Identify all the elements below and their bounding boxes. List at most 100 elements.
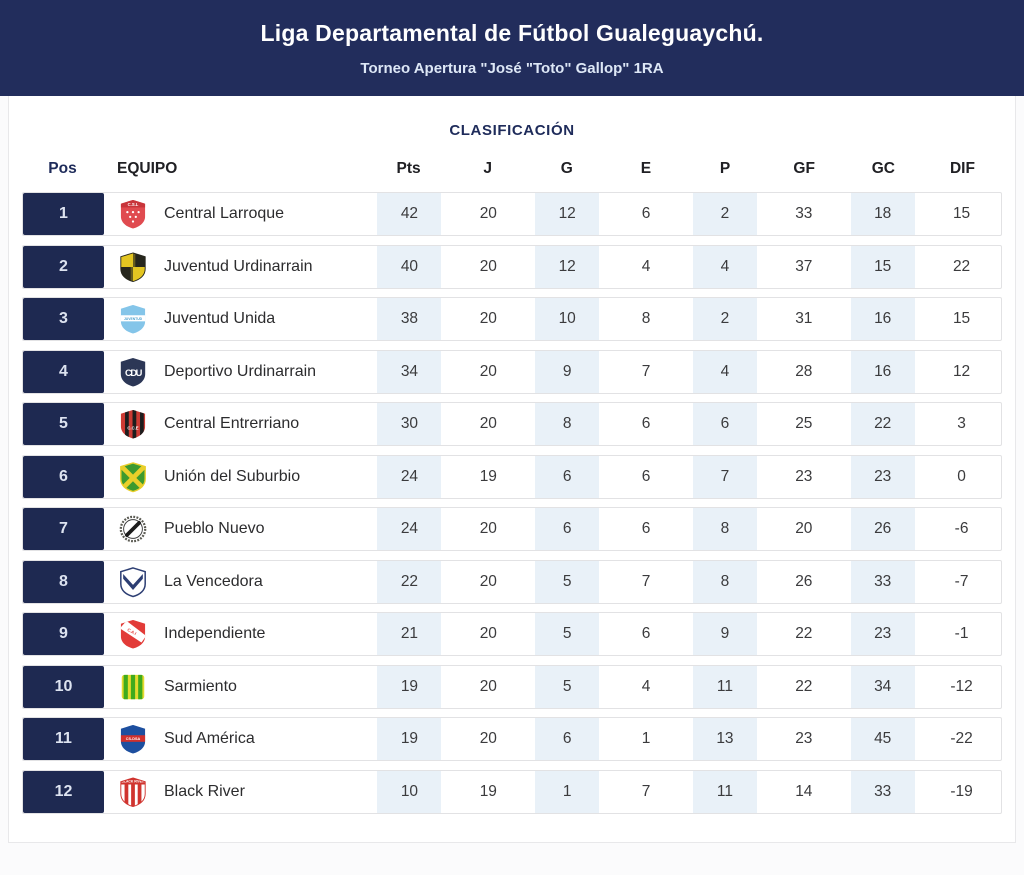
stat-pts: 21 (370, 613, 449, 655)
deportivo-urdinarrain-badge-icon: CDU (118, 356, 148, 388)
column-header-pts: Pts (396, 160, 421, 177)
team-name: Central Entrerriano (164, 415, 300, 432)
team-name: Black River (164, 782, 245, 800)
svg-text:C.S.L: C.S.L (128, 202, 139, 207)
stat-gf: 26 (795, 572, 813, 590)
column-header-p: P (719, 160, 731, 177)
stat-gc: 33 (843, 770, 922, 813)
stat-gf: 25 (795, 415, 813, 432)
la-vencedora-badge-icon (118, 566, 148, 598)
central-larroque-badge-icon: C.S.L (118, 198, 148, 230)
stat-e: 6 (641, 205, 651, 222)
table-row: 2 Juventud Urdinarrain 40 20 12 4 4 37 1… (22, 244, 1002, 289)
svg-text:BLACK RIVER: BLACK RIVER (122, 779, 146, 783)
stat-gf: 23 (795, 467, 813, 485)
team-name: La Vencedora (164, 572, 263, 590)
svg-text:CDU: CDU (125, 368, 143, 378)
team-cell: BLACK RIVER Black River (104, 771, 370, 813)
position-cell: 9 (23, 613, 104, 655)
stat-pts: 30 (370, 403, 449, 445)
svg-text:CS-DSA: CS-DSA (126, 737, 141, 741)
table-row: 8 La Vencedora 22 20 5 7 8 26 33 -7 (22, 559, 1002, 604)
position-cell: 7 (23, 508, 104, 550)
team-name: Central Larroque (164, 205, 285, 222)
stat-p: 11 (686, 770, 765, 813)
standings-card: CLASIFICACIÓN Pos EQUIPO Pts J G E P GF … (8, 96, 1016, 843)
sarmiento-badge-icon (118, 671, 148, 703)
team-name: Sud América (164, 730, 255, 747)
stat-j: 20 (479, 677, 497, 695)
stat-dif: 15 (952, 205, 971, 222)
stat-pts: 22 (370, 560, 449, 603)
table-row: 3 JUVENTUD Juventud Unida 38 20 10 8 2 3… (22, 297, 1002, 341)
table-row: 5 C.C.E Central Entrerriano 30 20 8 6 6 … (22, 402, 1002, 446)
stat-gc: 16 (843, 350, 922, 393)
stat-g: 5 (528, 560, 607, 603)
stat-dif: 3 (957, 415, 966, 432)
stat-e: 7 (641, 572, 651, 590)
stat-j: 20 (479, 362, 497, 380)
position-cell: 3 (23, 298, 104, 340)
juventud-urdinarrain-badge-icon (118, 251, 148, 283)
stat-dif: -7 (954, 572, 969, 590)
team-name: Juventud Unida (164, 310, 276, 327)
stat-gc: 33 (843, 560, 922, 603)
stat-g: 6 (528, 508, 607, 550)
team-name: Independiente (164, 625, 266, 642)
stat-g: 6 (528, 455, 607, 498)
stat-g: 9 (528, 350, 607, 393)
stat-gf: 33 (795, 205, 813, 222)
stat-dif: -22 (950, 730, 973, 747)
column-header-g: G (560, 160, 573, 177)
stat-gf: 37 (795, 257, 813, 275)
page-title: Liga Departamental de Fútbol Gualeguaych… (260, 19, 764, 46)
independiente-badge-icon: C.A.I (118, 618, 148, 650)
stat-pts: 10 (370, 770, 449, 813)
stat-e: 8 (641, 310, 651, 327)
position-cell: 12 (23, 770, 104, 813)
team-cell: C.S.L Central Larroque (104, 193, 370, 235)
stat-e: 7 (641, 782, 651, 800)
stat-pts: 19 (370, 665, 449, 708)
stat-gf: 14 (795, 782, 813, 800)
stat-pts: 19 (370, 718, 449, 760)
stat-j: 20 (479, 205, 497, 222)
team-cell: Pueblo Nuevo (104, 508, 370, 550)
stat-gc: 26 (843, 508, 922, 550)
pueblo-nuevo-badge-icon (118, 513, 148, 545)
stat-e: 6 (641, 520, 651, 537)
position-cell: 5 (23, 403, 104, 445)
table-row: 11 CS-DSA Sud América 19 20 6 1 13 23 45… (22, 717, 1002, 761)
stat-dif: -6 (954, 520, 969, 537)
stat-e: 6 (641, 467, 651, 485)
stat-gc: 18 (843, 193, 922, 235)
stat-gc: 23 (843, 613, 922, 655)
table-row: 7 Pueblo Nuevo 24 20 6 6 8 20 26 -6 (22, 507, 1002, 551)
stat-e: 4 (641, 257, 651, 275)
team-cell: C.C.E Central Entrerriano (104, 403, 370, 445)
stat-pts: 42 (370, 193, 449, 235)
page-subtitle: Torneo Apertura "José "Toto" Gallop" 1RA (360, 59, 664, 77)
team-cell: CDU Deportivo Urdinarrain (104, 351, 370, 393)
stat-e: 7 (641, 362, 651, 380)
position-cell: 1 (23, 193, 104, 235)
team-name: Unión del Suburbio (164, 467, 301, 485)
column-header-gf: GF (793, 160, 815, 177)
stat-dif: -1 (954, 625, 969, 642)
stat-pts: 24 (370, 508, 449, 550)
column-header-e: E (640, 160, 652, 177)
page-header: Liga Departamental de Fútbol Gualeguaych… (0, 0, 1024, 96)
stat-gf: 31 (795, 310, 813, 327)
stat-e: 4 (641, 677, 651, 695)
stat-j: 20 (479, 730, 497, 747)
section-title: CLASIFICACIÓN (449, 122, 575, 139)
table-header-row: Pos EQUIPO Pts J G E P GF GC DIF (22, 155, 1002, 183)
stat-pts: 38 (370, 298, 449, 340)
stat-g: 10 (528, 298, 607, 340)
stat-pts: 34 (370, 350, 449, 393)
table-row: 9 C.A.I Independiente 21 20 5 6 9 22 23 … (22, 612, 1002, 656)
column-header-pos: Pos (48, 160, 77, 177)
stat-pts: 24 (370, 455, 449, 498)
position-cell: 8 (23, 560, 104, 603)
stat-g: 5 (528, 613, 607, 655)
